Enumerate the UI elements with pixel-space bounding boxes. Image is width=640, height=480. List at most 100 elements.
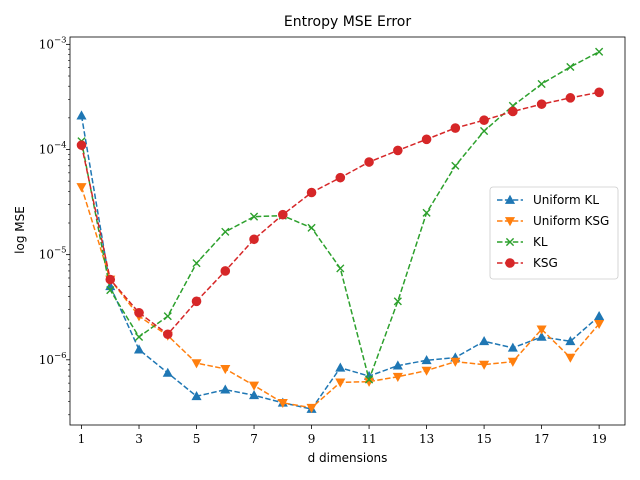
data-point	[248, 390, 260, 400]
data-point	[163, 312, 172, 321]
y-tick-label: 10	[39, 143, 54, 157]
data-point	[191, 391, 202, 401]
y-tick-exponent: −3	[54, 35, 67, 45]
data-point	[422, 208, 431, 217]
data-point	[162, 367, 173, 377]
data-point	[421, 134, 432, 145]
plot-frame	[69, 36, 626, 426]
data-point	[335, 362, 346, 372]
x-tick-label: 3	[135, 432, 143, 446]
legend-item: KSG	[497, 256, 558, 270]
data-point	[335, 378, 346, 388]
data-point	[508, 106, 518, 117]
x-tick-label: 5	[193, 432, 201, 446]
y-axis: 10−610−510−410−3	[39, 35, 70, 416]
legend-item: Uniform KL	[497, 193, 599, 207]
data-point	[220, 384, 231, 394]
x-tick-label: 13	[419, 432, 434, 446]
legend-label: Uniform KL	[533, 193, 599, 207]
legend-box	[489, 186, 619, 280]
legend-marker	[504, 194, 516, 204]
data-point	[277, 398, 288, 409]
data-point	[594, 319, 605, 330]
data-point	[536, 331, 547, 341]
data-point	[76, 183, 87, 193]
y-tick-label: 10	[39, 353, 54, 367]
data-point	[364, 375, 374, 384]
legend-marker	[504, 217, 516, 227]
chart-title: Entropy MSE Error	[284, 14, 411, 30]
data-point	[105, 274, 116, 285]
x-tick-label: 1	[78, 432, 86, 446]
data-point	[134, 307, 144, 318]
x-tick-label: 15	[476, 432, 491, 446]
data-point	[479, 126, 489, 136]
data-point	[594, 87, 604, 98]
data-point	[191, 359, 202, 369]
data-point	[249, 212, 259, 221]
data-point	[507, 357, 518, 367]
x-tick-label: 7	[250, 432, 258, 446]
y-tick-exponent: −5	[54, 246, 67, 256]
legend-label: Uniform KSG	[533, 214, 609, 228]
data-point	[277, 209, 288, 220]
data-point	[566, 62, 575, 72]
data-point	[392, 360, 403, 370]
x-tick-label: 19	[591, 432, 606, 446]
data-point	[565, 336, 576, 346]
data-point	[220, 266, 231, 276]
data-point	[192, 259, 201, 268]
data-point	[536, 325, 547, 335]
data-point	[335, 172, 346, 183]
data-point	[133, 344, 145, 354]
data-point	[450, 357, 461, 367]
x-axis: 1 3 5 7 9 11 13 15 17 19	[78, 425, 607, 446]
x-axis-label: d dimensions	[308, 451, 388, 465]
data-point	[364, 157, 374, 167]
data-point	[537, 79, 546, 89]
data-point	[393, 145, 403, 156]
data-point	[536, 99, 547, 109]
data-point	[191, 296, 202, 307]
data-point	[479, 336, 490, 346]
legend-item: Uniform KSG	[497, 214, 609, 228]
data-point	[249, 234, 259, 245]
data-point	[221, 227, 230, 236]
x-tick-label: 11	[361, 432, 376, 446]
data-point	[306, 403, 317, 413]
data-point	[248, 381, 260, 391]
y-tick-label: 10	[39, 248, 54, 262]
data-point	[76, 110, 87, 120]
data-point	[421, 366, 432, 376]
legend-label: KL	[533, 235, 548, 249]
data-point	[565, 353, 576, 363]
data-point	[450, 123, 461, 133]
y-axis-label: log MSE	[13, 206, 27, 254]
data-point	[421, 355, 432, 365]
x-tick-label: 17	[534, 432, 549, 446]
data-point	[451, 161, 460, 170]
legend-marker	[505, 237, 515, 247]
data-point	[162, 329, 173, 340]
data-point	[134, 332, 144, 342]
series-ksg	[76, 87, 604, 340]
legend: Uniform KL Uniform KSG KL KSG	[489, 186, 619, 280]
data-point	[306, 187, 317, 198]
data-point	[336, 264, 345, 273]
y-tick-label: 10	[39, 37, 54, 51]
data-point	[479, 115, 489, 125]
data-point	[507, 342, 518, 352]
data-point	[106, 286, 115, 295]
data-point	[392, 372, 403, 382]
data-point	[479, 360, 490, 370]
data-point	[307, 223, 316, 232]
data-point	[595, 47, 604, 56]
data-point	[594, 310, 605, 321]
legend-marker	[505, 258, 515, 268]
x-tick-label: 9	[308, 432, 316, 446]
plot-area	[69, 36, 626, 426]
y-tick-exponent: −6	[54, 351, 67, 361]
data-point	[76, 140, 87, 150]
y-tick-exponent: −4	[54, 141, 67, 151]
